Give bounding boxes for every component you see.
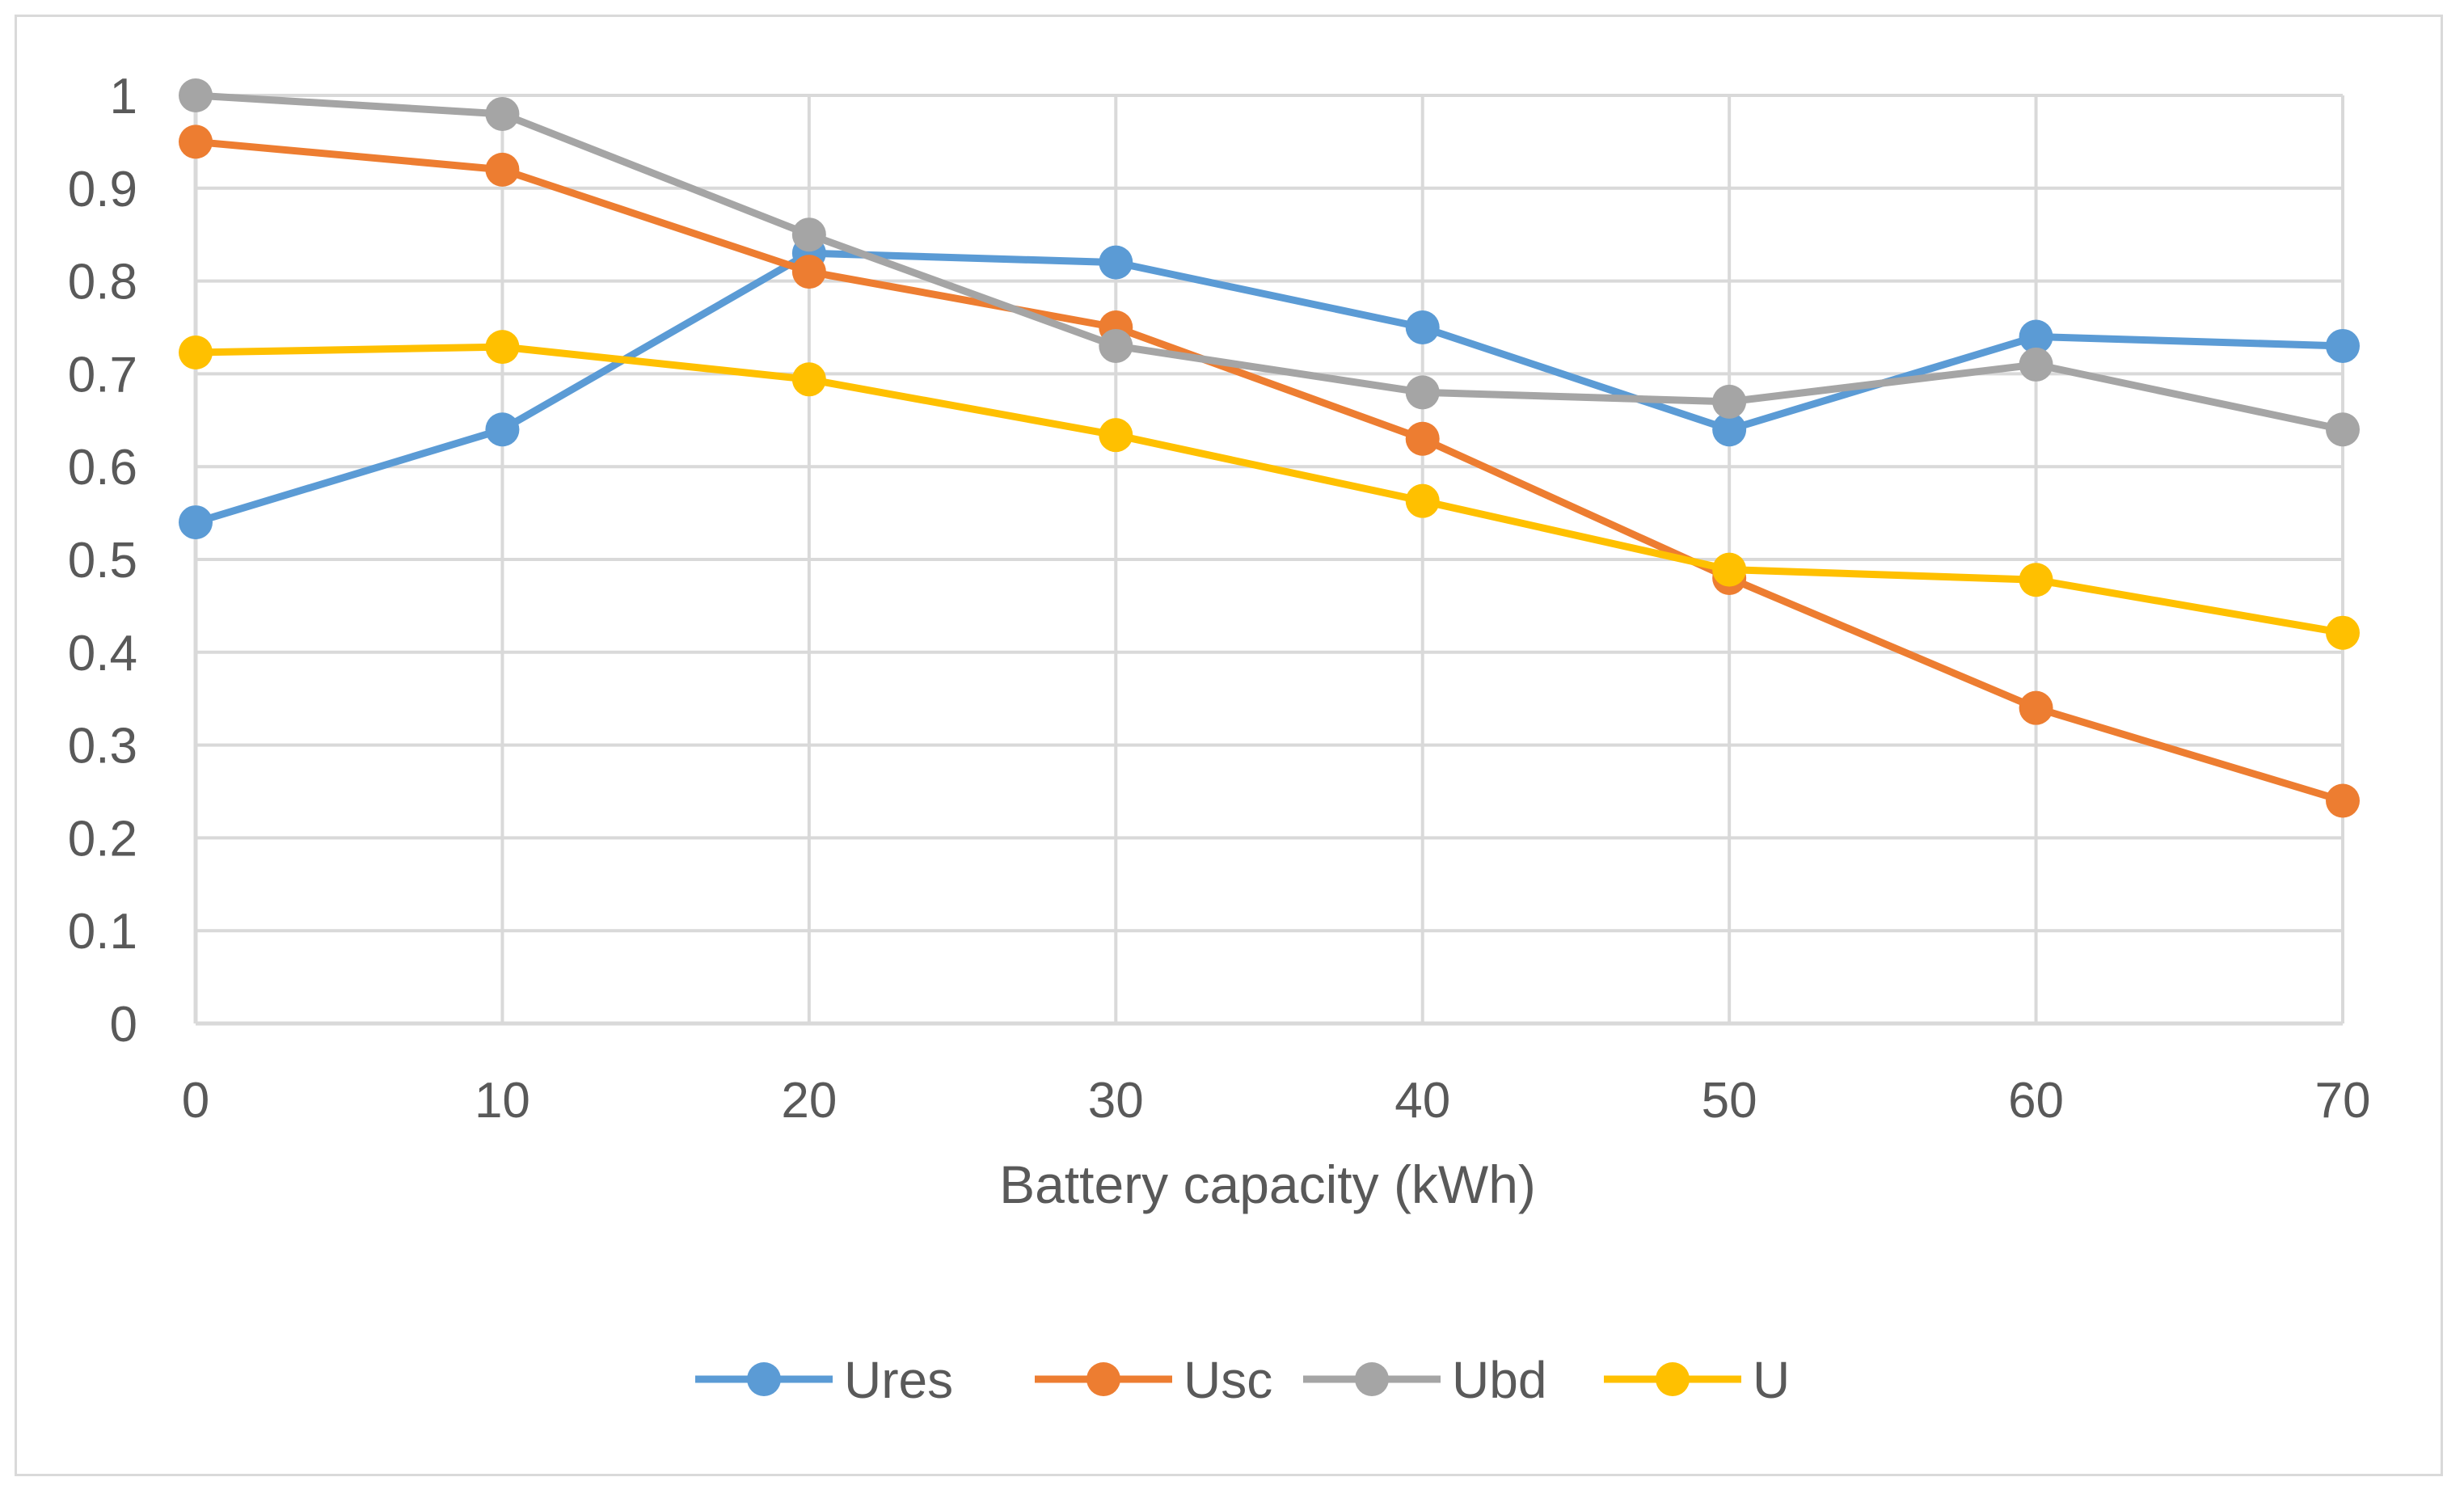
series-line-u [192, 343, 2347, 637]
data-point-ubd [485, 96, 520, 131]
y-tick-label: 0.4 [68, 626, 137, 682]
y-tick-label: 0.6 [68, 440, 137, 496]
legend-marker [1656, 1362, 1690, 1396]
x-tick-label: 10 [475, 1073, 530, 1129]
legend-item-u: U [1604, 1351, 1790, 1409]
data-point-usc [791, 255, 826, 289]
data-point-ures [1099, 245, 1133, 280]
y-tick-label: 0.1 [68, 904, 137, 960]
y-tick-label: 0 [110, 997, 137, 1053]
x-tick-label: 60 [2008, 1073, 2064, 1129]
data-point-ubd [2326, 412, 2360, 447]
legend-label: U [1753, 1351, 1790, 1409]
data-point-u [2019, 563, 2053, 597]
x-tick-label: 40 [1394, 1073, 1450, 1129]
data-point-ures [1712, 412, 1747, 447]
data-point-ubd [179, 78, 213, 112]
data-point-ures [2326, 328, 2360, 363]
data-point-ubd [1099, 328, 1133, 363]
data-point-usc [1405, 421, 1440, 456]
legend-label: Ubd [1452, 1351, 1546, 1409]
x-tick-label: 20 [781, 1073, 837, 1129]
x-tick-label: 30 [1088, 1073, 1144, 1129]
data-point-u [2326, 615, 2360, 650]
data-point-usc [2326, 783, 2360, 818]
axes [193, 95, 2343, 1026]
data-point-ubd [1405, 375, 1440, 410]
series-u [179, 330, 2360, 650]
data-point-ures [485, 412, 520, 447]
y-tick-label: 0.2 [68, 811, 137, 867]
data-point-ures [2019, 319, 2053, 354]
data-point-ubd [791, 217, 826, 252]
x-tick-label: 50 [1702, 1073, 1757, 1129]
data-point-ubd [2019, 347, 2053, 382]
y-tick-label: 0.7 [68, 347, 137, 403]
legend-label: Ures [844, 1351, 953, 1409]
data-point-ures [179, 505, 213, 540]
y-tick-label: 0.8 [68, 255, 137, 310]
data-point-u [1712, 552, 1747, 587]
x-axis-ticks: 0 10 20 30 40 50 60 70 [182, 1073, 2371, 1129]
data-point-ubd [1712, 384, 1747, 419]
y-tick-label: 0.5 [68, 533, 137, 589]
series-line-ubd [192, 91, 2347, 433]
legend-item-ures: Ures [695, 1351, 953, 1409]
y-axis-ticks: 0 0.1 0.2 0.3 0.4 0.5 0.6 0.7 0.8 0.9 1 [68, 69, 137, 1053]
legend-label: Usc [1183, 1351, 1272, 1409]
data-point-u [1099, 418, 1133, 453]
data-point-u [485, 330, 520, 365]
series-ubd [179, 78, 2360, 447]
x-axis-label: Battery capacity (kWh) [999, 1154, 1536, 1214]
y-tick-label: 0.9 [68, 162, 137, 217]
legend-marker [1086, 1362, 1120, 1396]
data-point-usc [179, 124, 213, 159]
data-point-u [1405, 483, 1440, 518]
data-point-usc [485, 152, 520, 187]
series-line-ures [192, 249, 2347, 526]
legend-marker [1355, 1362, 1389, 1396]
legend-item-usc: Usc [1035, 1351, 1272, 1409]
legend-item-ubd: Ubd [1303, 1351, 1546, 1409]
x-tick-label: 70 [2315, 1073, 2371, 1129]
y-tick-label: 1 [110, 69, 137, 124]
series-line-usc [192, 137, 2347, 804]
series-group [179, 78, 2360, 818]
x-tick-label: 0 [182, 1073, 209, 1129]
y-tick-label: 0.3 [68, 719, 137, 774]
gridlines [196, 94, 2344, 1023]
legend-marker [747, 1362, 781, 1396]
data-point-u [791, 362, 826, 397]
data-point-ures [1405, 310, 1440, 344]
legend: Ures Usc Ubd U [695, 1351, 1790, 1409]
data-point-u [179, 335, 213, 369]
data-point-usc [2019, 690, 2053, 725]
